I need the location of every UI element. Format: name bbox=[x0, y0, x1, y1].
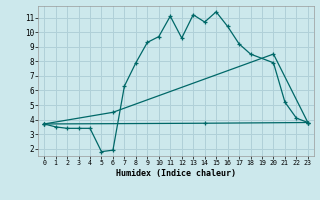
X-axis label: Humidex (Indice chaleur): Humidex (Indice chaleur) bbox=[116, 169, 236, 178]
